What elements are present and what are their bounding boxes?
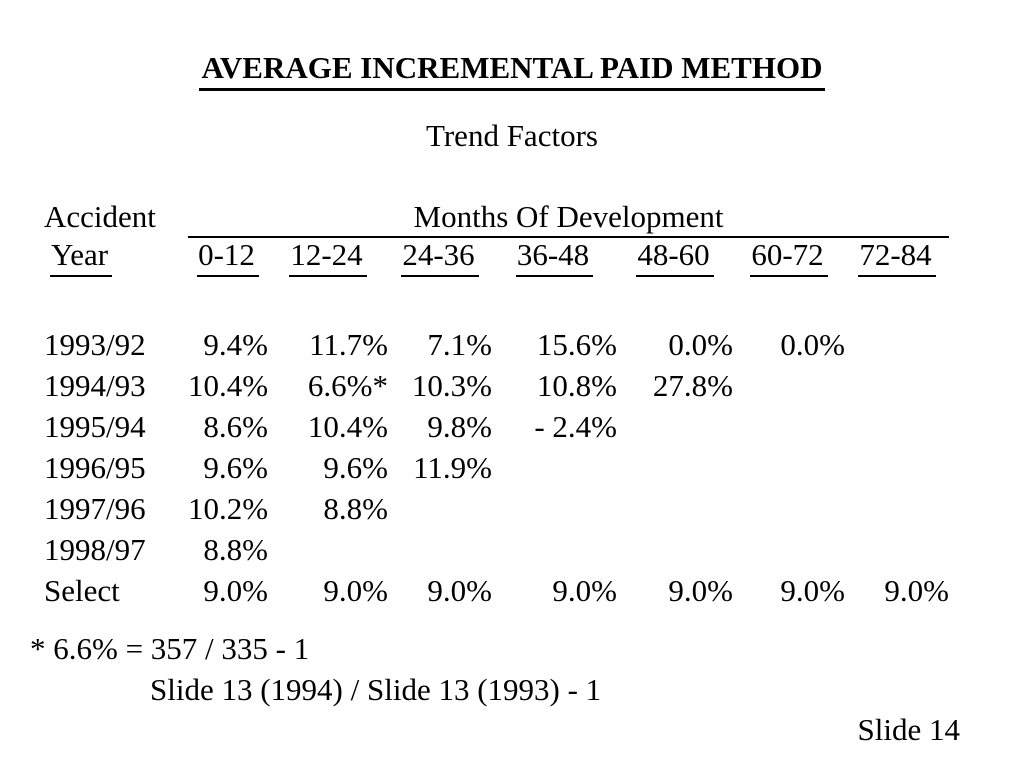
cell: 9.0% xyxy=(668,573,733,608)
cell: 6.6%* xyxy=(307,368,388,403)
cell xyxy=(492,447,617,488)
cell xyxy=(617,529,733,570)
footnotes: * 6.6% = 357 / 335 - 1 Slide 13 (1994) /… xyxy=(30,628,601,710)
row-label: Select xyxy=(44,573,120,608)
cell: 11.7% xyxy=(309,327,388,362)
slide-header: AVERAGE INCREMENTAL PAID METHOD xyxy=(0,50,1024,91)
cell xyxy=(733,529,845,570)
cell: 7.1% xyxy=(427,327,492,362)
col-header-72-84: 72-84 xyxy=(845,236,949,277)
table-row-1994-93: 1994/93 10.4% 6.6%* 10.3% 10.8% 27.8% xyxy=(28,365,949,406)
cell xyxy=(733,406,845,447)
cell: 0.0% xyxy=(668,327,733,362)
cell xyxy=(845,406,949,447)
cell xyxy=(733,447,845,488)
cell: 10.4% xyxy=(188,368,269,403)
cell xyxy=(845,488,949,529)
trend-factors-table: Accident Months Of Development Year 0-12… xyxy=(28,198,949,611)
slide-subtitle: Trend Factors xyxy=(426,118,598,153)
cell: 9.6% xyxy=(323,450,388,485)
cell xyxy=(845,447,949,488)
table-group-header-row: Accident Months Of Development xyxy=(28,198,949,238)
table-row-1998-97: 1998/97 8.8% xyxy=(28,529,949,570)
row-label: 1998/97 xyxy=(44,532,146,567)
cell xyxy=(268,529,388,570)
cell: 9.0% xyxy=(427,573,492,608)
row-label: 1995/94 xyxy=(44,409,146,444)
cell: 9.0% xyxy=(552,573,617,608)
cell xyxy=(845,529,949,570)
table-row-1997-96: 1997/96 10.2% 8.8% xyxy=(28,488,949,529)
cell: 9.8% xyxy=(427,409,492,444)
cell: 10.8% xyxy=(536,368,617,403)
col-header-24-36: 24-36 xyxy=(388,236,492,277)
cell: 9.0% xyxy=(323,573,388,608)
cell: 8.8% xyxy=(323,491,388,526)
cell: 9.0% xyxy=(884,573,949,608)
cell: 8.8% xyxy=(203,532,268,567)
col-header-36-48: 36-48 xyxy=(492,236,617,277)
row-label: 1994/93 xyxy=(44,368,146,403)
cell xyxy=(617,406,733,447)
cell: 10.2% xyxy=(188,491,269,526)
cell: 10.4% xyxy=(307,409,388,444)
col-header-48-60: 48-60 xyxy=(617,236,733,277)
cell xyxy=(845,324,949,365)
cell: 10.3% xyxy=(411,368,492,403)
cell: - 2.4% xyxy=(534,409,617,444)
row-label: 1996/95 xyxy=(44,450,146,485)
corner-header-accident: Accident xyxy=(44,199,156,234)
cell: 9.0% xyxy=(780,573,845,608)
cell xyxy=(617,488,733,529)
cell xyxy=(733,488,845,529)
cell: 27.8% xyxy=(652,368,733,403)
cell xyxy=(733,365,845,406)
cell: 15.6% xyxy=(536,327,617,362)
cell: 11.9% xyxy=(413,450,492,485)
cell: 9.6% xyxy=(203,450,268,485)
cell: 9.0% xyxy=(203,573,268,608)
cell xyxy=(492,529,617,570)
row-header-year: Year xyxy=(28,236,188,277)
slide-number: Slide 14 xyxy=(857,712,960,747)
col-header-0-12: 0-12 xyxy=(188,236,268,277)
footnote-asterisk: * 6.6% = 357 / 335 - 1 xyxy=(30,631,310,666)
table-row-1996-95: 1996/95 9.6% 9.6% 11.9% xyxy=(28,447,949,488)
col-header-12-24: 12-24 xyxy=(268,236,388,277)
table-row-1995-94: 1995/94 8.6% 10.4% 9.8% - 2.4% xyxy=(28,406,949,447)
table-spacer xyxy=(28,274,949,324)
row-label: 1997/96 xyxy=(44,491,146,526)
row-label: 1993/92 xyxy=(44,327,146,362)
table-column-header-row: Year 0-12 12-24 24-36 36-48 48-60 60-72 … xyxy=(28,236,949,277)
slide-title: AVERAGE INCREMENTAL PAID METHOD xyxy=(198,50,826,91)
cell: 8.6% xyxy=(203,409,268,444)
cell: 9.4% xyxy=(203,327,268,362)
cell xyxy=(388,488,492,529)
cell xyxy=(617,447,733,488)
col-header-60-72: 60-72 xyxy=(733,236,845,277)
cell xyxy=(492,488,617,529)
table-row-1993-92: 1993/92 9.4% 11.7% 7.1% 15.6% 0.0% 0.0% xyxy=(28,324,949,365)
table-row-select: Select 9.0% 9.0% 9.0% 9.0% 9.0% 9.0% 9.0… xyxy=(28,570,949,611)
footnote-slide-reference: Slide 13 (1994) / Slide 13 (1993) - 1 xyxy=(150,672,602,707)
cell xyxy=(845,365,949,406)
cell xyxy=(388,529,492,570)
group-header-months-of-development: Months Of Development xyxy=(188,198,949,238)
cell: 0.0% xyxy=(780,327,845,362)
